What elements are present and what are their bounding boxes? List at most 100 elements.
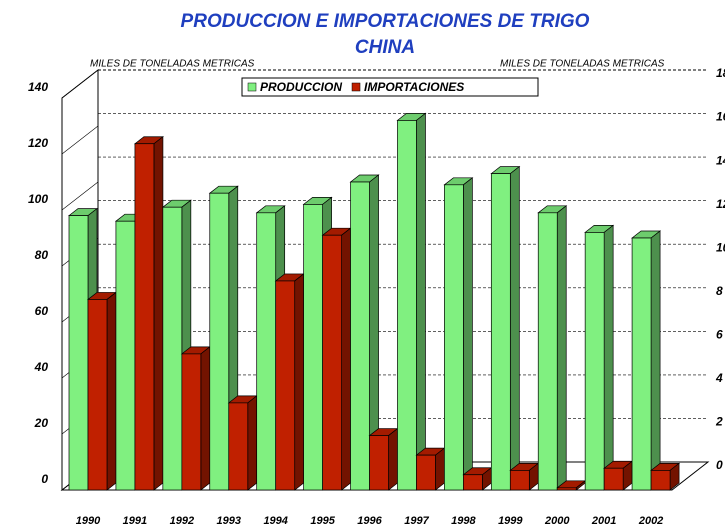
x-tick-label: 1999 (498, 515, 523, 527)
x-tick-label: 1995 (310, 515, 335, 527)
bar-front (369, 435, 389, 491)
bar-front (162, 206, 183, 491)
chart-title: PRODUCCION E IMPORTACIONES DE TRIGO (181, 11, 590, 32)
bar-front (490, 173, 511, 491)
x-tick-label: 2001 (591, 515, 616, 527)
bar-front (209, 192, 230, 491)
bar-front (275, 280, 296, 491)
bar (462, 467, 493, 491)
x-tick-label: 1991 (123, 515, 147, 527)
bar-side (509, 165, 520, 491)
x-tick-label: 1996 (357, 515, 382, 527)
bar-front (631, 237, 652, 491)
bar-front (350, 181, 370, 491)
legend-label: PRODUCCION (260, 80, 342, 94)
bar (537, 205, 568, 491)
bar-front (228, 402, 249, 491)
bar-side (435, 447, 445, 491)
y-tick (61, 181, 99, 211)
y2-tick-label: 14 (716, 153, 725, 167)
bar-side (463, 177, 473, 491)
bar (274, 273, 305, 491)
x-tick-label: 1993 (217, 515, 241, 527)
bar-front (556, 487, 577, 491)
y-tick-label: 60 (35, 304, 49, 318)
bar-front (115, 220, 136, 491)
x-tick-label: 1992 (170, 515, 194, 527)
bar-side (106, 291, 117, 491)
y2-tick-label: 0 (716, 458, 723, 472)
y-tick-label: 80 (35, 248, 49, 262)
bar-front (650, 470, 671, 491)
bar-side (341, 227, 351, 491)
bar-front (322, 234, 342, 491)
bar-front (68, 215, 89, 491)
y2-tick-label: 16 (716, 110, 725, 124)
legend-swatch (247, 82, 257, 92)
y2-axis-label: MILES DE TONELADAS METRICAS (500, 59, 665, 70)
y-tick (61, 125, 99, 155)
bar-front (416, 454, 436, 491)
y2-tick-label: 8 (716, 284, 723, 298)
bar-front (444, 184, 464, 491)
bar-front (537, 212, 558, 491)
y-axis-label: MILES DE TONELADAS METRICAS (90, 59, 255, 70)
y-tick-label: 120 (28, 136, 48, 150)
y2-tick-label: 18 (716, 66, 725, 80)
bar (396, 112, 427, 491)
x-tick-label: 2000 (544, 515, 570, 527)
bar (227, 395, 258, 491)
bar-front (397, 120, 417, 491)
x-tick-label: 1990 (76, 515, 101, 527)
bar-front (303, 204, 323, 491)
bar (443, 177, 474, 491)
y-tick-label: 140 (28, 80, 48, 94)
bar (180, 346, 211, 491)
y-tick-label: 100 (28, 192, 48, 206)
y-tick-label: 40 (34, 360, 49, 374)
chart-subtitle: CHINA (355, 37, 415, 58)
y2-tick-label: 6 (716, 328, 723, 342)
bar-front (87, 299, 108, 491)
y2-tick-label: 10 (716, 240, 725, 254)
y2-tick-label: 12 (716, 197, 725, 211)
bar (650, 462, 681, 491)
bar (490, 165, 521, 491)
x-tick-label: 2002 (638, 515, 663, 527)
bar-side (603, 224, 614, 491)
bar-front (256, 212, 277, 491)
y2-tick-label: 4 (715, 371, 723, 385)
bar (321, 227, 352, 491)
bar (631, 230, 662, 491)
bar (86, 291, 118, 491)
x-tick-label: 1997 (404, 515, 429, 527)
bar-front (603, 467, 624, 491)
bar-side (388, 427, 398, 491)
legend: PRODUCCION IMPORTACIONES (241, 77, 539, 97)
bar (368, 427, 399, 491)
bar (584, 224, 615, 491)
legend-box (241, 77, 539, 97)
bar-side (153, 136, 164, 491)
x-tick-label: 1998 (451, 515, 476, 527)
x-tick-label: 1994 (263, 515, 287, 527)
bar-front (134, 143, 155, 491)
bar-front (584, 232, 605, 491)
bar-side (247, 395, 258, 491)
bar (133, 136, 164, 491)
y2-tick-label: 2 (715, 415, 723, 429)
y-tick-label: 0 (41, 472, 48, 486)
bar-side (200, 346, 211, 491)
bar-front (181, 353, 202, 491)
y-tick (61, 69, 99, 99)
bar-front (463, 474, 483, 491)
bar (603, 460, 634, 491)
bar (509, 462, 540, 491)
bar (349, 174, 380, 491)
bar-side (650, 230, 661, 491)
bar-front (509, 470, 530, 491)
bar-side (416, 112, 426, 491)
bar-side (556, 205, 567, 491)
y-tick-label: 20 (34, 416, 49, 430)
